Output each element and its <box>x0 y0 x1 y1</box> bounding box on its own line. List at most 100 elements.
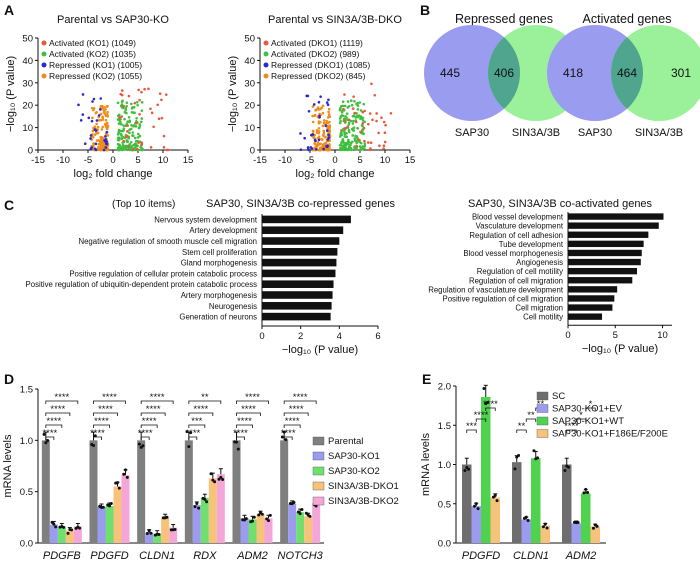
point-repressed-ko2 <box>322 131 326 135</box>
point-repressed-ko2 <box>317 127 321 130</box>
point-activated-ko1 <box>160 116 164 120</box>
point-activated-ko2 <box>343 135 347 138</box>
point-repressed-ko2 <box>93 133 97 136</box>
significance-label: * <box>579 410 583 421</box>
go-term-label: Positive regulation of cell migration <box>443 294 563 303</box>
replicate-dot <box>141 444 145 448</box>
data-bar <box>512 462 522 543</box>
go-x-axis-label: −log₁₀ (P value) <box>582 343 658 355</box>
significance-bracket <box>93 436 102 440</box>
point-repressed-ko2 <box>326 116 330 119</box>
legend-swatch <box>536 429 549 438</box>
point-activated-ko1 <box>122 104 126 108</box>
point-repressed-ko2 <box>103 106 106 109</box>
point-repressed-ko2 <box>317 130 321 133</box>
point-repressed-ko2 <box>316 143 320 147</box>
point-repressed-ko2 <box>95 111 98 114</box>
point-activated-ko2 <box>136 136 140 139</box>
point-activated-ko1 <box>346 125 349 128</box>
replicate-dot <box>66 531 70 535</box>
significance-bracket <box>140 436 150 440</box>
point-activated-ko1 <box>149 146 153 149</box>
go-bar <box>262 215 351 224</box>
significance-label: **** <box>474 410 489 421</box>
point-activated-ko1 <box>131 148 135 152</box>
significance-label: **** <box>146 404 161 415</box>
legend-swatch <box>312 496 325 506</box>
point-activated-ko2 <box>339 119 342 123</box>
panel-letter-d: D <box>4 371 14 387</box>
point-activated-ko2 <box>117 118 121 122</box>
venn-count-left: 418 <box>563 66 583 80</box>
go-term-label: Positive regulation of cellular protein … <box>69 269 257 278</box>
venn-set-label-left: SAP30 <box>578 127 612 139</box>
go-x-tick-label: 5 <box>613 330 618 341</box>
point-repressed-ko1 <box>309 146 313 149</box>
significance-label: **** <box>193 404 208 415</box>
replicate-dot <box>54 525 58 529</box>
point-activated-ko2 <box>355 139 358 143</box>
point-activated-ko2 <box>349 99 353 103</box>
significance-bracket <box>45 412 71 416</box>
data-bar <box>462 464 472 543</box>
point-activated-ko1 <box>164 93 168 96</box>
point-activated-ko1 <box>158 92 162 95</box>
point-repressed-ko2 <box>311 114 314 118</box>
significance-bracket <box>585 407 596 411</box>
y-tick-label: 40 <box>22 56 33 67</box>
point-activated-ko2 <box>119 120 122 124</box>
significance-bracket <box>566 429 577 433</box>
point-activated-ko2 <box>347 145 351 149</box>
significance-bracket <box>140 412 166 416</box>
point-activated-ko2 <box>133 142 137 146</box>
point-repressed-ko2 <box>101 104 104 108</box>
point-repressed-ko1 <box>87 116 91 120</box>
venn-set-label-right: SIN3A/3B <box>635 127 683 139</box>
legend-label: SAP30-KO1+EV <box>552 404 623 415</box>
replicate-dot <box>541 525 545 529</box>
legend-swatch <box>312 436 325 446</box>
point-repressed-ko2 <box>91 129 95 133</box>
data-bar <box>153 533 162 543</box>
category-label: CLDN1 <box>513 550 549 562</box>
significance-label: **** <box>293 392 308 403</box>
go-term-label: Angiogenesis <box>516 258 563 267</box>
go-x-tick-label: 2 <box>298 331 303 342</box>
point-activated-ko1 <box>347 118 351 122</box>
replicate-dot <box>314 504 318 508</box>
point-activated-ko1 <box>140 143 143 146</box>
replicate-dot <box>292 500 296 504</box>
significance-label: **** <box>233 428 248 439</box>
go-bar <box>262 312 331 321</box>
replicate-dot <box>117 486 121 490</box>
data-bar <box>240 518 249 543</box>
replicate-dot <box>209 472 213 476</box>
point-activated-ko1 <box>149 107 152 111</box>
data-bar <box>521 519 531 543</box>
point-repressed-ko2 <box>99 118 103 122</box>
replicate-dot <box>567 465 571 469</box>
significance-label: **** <box>102 392 117 403</box>
venn-activated: Activated genes 418 464 301 SAP30 SIN3A/3B <box>547 12 700 139</box>
data-bar <box>137 440 146 543</box>
point-activated-ko2 <box>131 134 134 137</box>
point-activated-ko1 <box>137 141 140 144</box>
data-bar <box>97 507 106 543</box>
point-activated-ko2 <box>119 145 123 149</box>
point-activated-ko1 <box>363 109 366 113</box>
point-repressed-ko1 <box>94 148 98 152</box>
point-activated-ko1 <box>343 127 347 130</box>
point-repressed-ko1 <box>77 103 80 107</box>
replicate-dot <box>219 475 223 479</box>
x-tick-label: -15 <box>31 155 45 166</box>
go-term-label: Vasculature development <box>476 222 564 231</box>
x-tick-label: 15 <box>405 155 416 166</box>
point-repressed-ko1 <box>312 103 316 106</box>
go-bar <box>262 291 333 299</box>
significance-bracket <box>575 418 587 422</box>
replicate-dot <box>476 507 480 511</box>
point-repressed-ko1 <box>327 133 330 137</box>
category-label: ADM2 <box>565 550 597 562</box>
go-term-label: Cell migration <box>515 304 563 313</box>
go-bar <box>568 267 638 275</box>
